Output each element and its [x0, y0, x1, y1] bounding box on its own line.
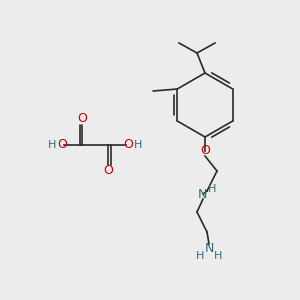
Text: H: H [214, 251, 222, 261]
Text: O: O [57, 139, 67, 152]
Text: O: O [103, 164, 113, 178]
Text: N: N [197, 188, 207, 202]
Text: O: O [123, 139, 133, 152]
Text: O: O [200, 145, 210, 158]
Text: N: N [204, 242, 214, 254]
Text: H: H [196, 251, 204, 261]
Text: H: H [134, 140, 142, 150]
Text: O: O [77, 112, 87, 125]
Text: H: H [208, 184, 216, 194]
Text: H: H [48, 140, 56, 150]
